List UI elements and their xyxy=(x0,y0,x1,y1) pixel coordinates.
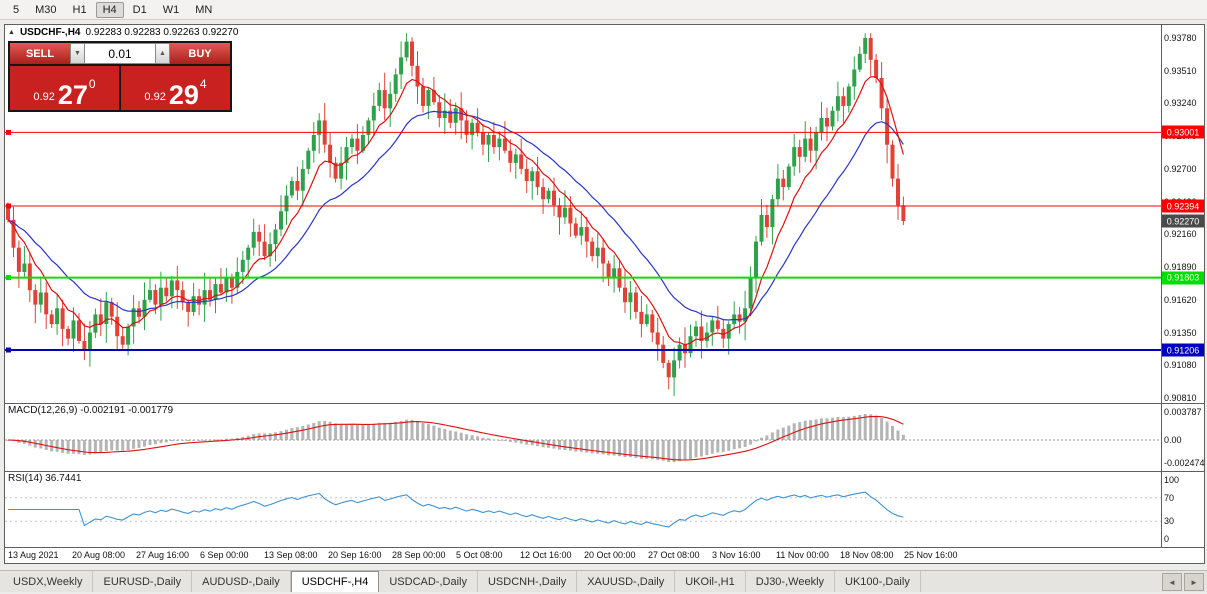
buy-price-small: 0.92 xyxy=(144,91,166,103)
time-axis-label: 13 Aug 2021 xyxy=(8,550,59,560)
hline-price-tag: 0.91206 xyxy=(1162,343,1204,357)
chart-symbol-period: USDCHF-,H4 xyxy=(19,27,81,38)
rsi-axis-label: 0 xyxy=(1164,534,1170,544)
lot-size-field[interactable]: 0.01 xyxy=(85,43,155,64)
timeframe-button-5[interactable]: 5 xyxy=(13,3,20,16)
tab-scroll-left-icon[interactable]: ◄ xyxy=(1162,573,1182,591)
timeframe-button-w1[interactable]: W1 xyxy=(162,3,180,16)
chart-tab-usdx-weekly[interactable]: USDX,Weekly xyxy=(3,571,94,592)
buy-price-big: 29 xyxy=(168,80,199,111)
main-price-pane: ▲ USDCHF-,H4 0.92283 0.92283 0.92263 0.9… xyxy=(5,25,1204,403)
tab-scroll-right-icon[interactable]: ► xyxy=(1184,573,1204,591)
price-axis-label: 0.93240 xyxy=(1164,98,1197,109)
hline-price-tag: 0.91803 xyxy=(1162,271,1204,285)
time-axis-label: 6 Sep 00:00 xyxy=(200,550,249,560)
rsi-pane: RSI(14) 36.7441 100 70 30 0 xyxy=(5,471,1204,547)
lot-increase-button[interactable]: ▲ xyxy=(155,43,170,64)
chart-tab-usdchf-h4[interactable]: USDCHF-,H4 xyxy=(290,571,380,592)
timeframe-button-d1[interactable]: D1 xyxy=(132,3,147,16)
sell-button[interactable]: SELL xyxy=(10,43,70,64)
price-axis-label: 0.93510 xyxy=(1164,65,1197,76)
chart-tab-eurusd-daily[interactable]: EURUSD-,Daily xyxy=(93,571,193,592)
main-chart-plot[interactable] xyxy=(5,25,1161,408)
time-axis-label: 11 Nov 00:00 xyxy=(776,550,829,560)
buy-price-pip: 4 xyxy=(199,77,207,91)
chart-tab-audusd-daily[interactable]: AUDUSD-,Daily xyxy=(192,571,291,592)
price-axis-label: 0.91080 xyxy=(1164,360,1197,371)
time-axis-label: 12 Oct 16:00 xyxy=(520,550,572,560)
one-click-trading-widget: SELL ▼ 0.01 ▲ BUY 0.92 27 0 0.92 29 4 xyxy=(8,41,232,112)
macd-pane: MACD(12,26,9) -0.002191 -0.001779 0.0037… xyxy=(5,403,1205,471)
chart-tab-dj30-weekly[interactable]: DJ30-,Weekly xyxy=(746,571,836,592)
price-axis-label: 0.92700 xyxy=(1164,163,1197,174)
hline-price-tag: 0.92394 xyxy=(1162,199,1204,213)
time-axis-label: 25 Nov 16:00 xyxy=(904,550,958,560)
price-axis-label: 0.91620 xyxy=(1164,294,1197,305)
price-axis-label: 0.91890 xyxy=(1164,262,1197,273)
macd-plot[interactable] xyxy=(5,404,1161,476)
macd-axis-max: 0.003787 xyxy=(1164,407,1202,417)
chart-tab-bar: USDX,Weekly EURUSD-,Daily AUDUSD-,Daily USD… xyxy=(0,570,1207,592)
macd-axis-min: -0.002474 xyxy=(1164,458,1205,468)
macd-canvas[interactable] xyxy=(5,404,1161,471)
time-axis-label: 5 Oct 08:00 xyxy=(456,550,503,560)
buy-button[interactable]: BUY xyxy=(170,43,230,64)
chart-tab-ukoil-h1[interactable]: UKOil-,H1 xyxy=(675,571,746,592)
sell-price-big: 27 xyxy=(57,80,88,111)
tab-scroll-buttons: ◄ ► xyxy=(1162,573,1204,591)
rsi-axis-label: 100 xyxy=(1164,475,1180,485)
macd-indicator-label: MACD(12,26,9) -0.002191 -0.001779 xyxy=(8,405,174,416)
time-axis-label: 20 Aug 08:00 xyxy=(72,550,126,560)
price-axis-label: 0.91350 xyxy=(1164,327,1197,338)
macd-axis-zero: 0.00 xyxy=(1164,434,1182,445)
rsi-indicator-label: RSI(14) 36.7441 xyxy=(8,473,82,484)
time-axis-label: 27 Oct 08:00 xyxy=(648,550,700,560)
rsi-axis-label: 70 xyxy=(1164,492,1175,503)
chart-tab-xauusd-daily[interactable]: XAUUSD-,Daily xyxy=(577,571,676,592)
collapse-chart-icon[interactable]: ▲ xyxy=(8,29,15,36)
chart-tab-usdcad-daily[interactable]: USDCAD-,Daily xyxy=(379,571,478,592)
timeframe-button-mn[interactable]: MN xyxy=(195,3,213,16)
price-axis-label: 0.92160 xyxy=(1164,229,1197,240)
chart-tab-uk100-daily[interactable]: UK100-,Daily xyxy=(835,571,921,592)
hline-price-tag: 0.93001 xyxy=(1162,125,1204,139)
timeframe-button-m30[interactable]: M30 xyxy=(35,3,57,16)
time-axis[interactable]: 13 Aug 2021 20 Aug 08:00 27 Aug 16:00 6 Sep… xyxy=(5,547,1204,563)
timeframe-toolbar: 5 M30 H1 H4 D1 W1 MN xyxy=(0,0,1207,20)
timeframe-button-h1[interactable]: H1 xyxy=(72,3,87,16)
time-axis-label: 27 Aug 16:00 xyxy=(136,550,190,560)
lot-decrease-button[interactable]: ▼ xyxy=(70,43,85,64)
chart-ohlc-values: 0.92283 0.92283 0.92263 0.92270 xyxy=(85,27,239,38)
main-chart-canvas[interactable] xyxy=(5,25,1161,403)
macd-axis: 0.003787 0.00 -0.002474 xyxy=(1161,404,1205,471)
chart-tab-usdcnh-daily[interactable]: USDCNH-,Daily xyxy=(478,571,578,592)
chart-title: ▲ USDCHF-,H4 0.92283 0.92283 0.92263 0.9… xyxy=(8,27,238,38)
price-axis-label: 0.93780 xyxy=(1164,33,1197,43)
price-axis-label: 0.90810 xyxy=(1164,393,1197,403)
time-axis-label: 13 Sep 08:00 xyxy=(264,550,318,560)
rsi-plot[interactable] xyxy=(5,472,1161,552)
rsi-axis-label: 30 xyxy=(1164,516,1175,527)
time-axis-label: 20 Sep 16:00 xyxy=(328,550,382,560)
price-axis[interactable]: 0.937800.935100.932400.929700.927000.924… xyxy=(1161,25,1204,403)
timeframe-button-h4[interactable]: H4 xyxy=(95,1,124,18)
rsi-canvas[interactable] xyxy=(5,472,1161,547)
sell-price-pip: 0 xyxy=(88,77,96,91)
time-axis-label: 3 Nov 16:00 xyxy=(712,550,761,560)
buy-price-box[interactable]: 0.92 29 4 xyxy=(121,66,230,110)
time-axis-label: 20 Oct 00:00 xyxy=(584,550,636,560)
time-axis-label: 28 Sep 00:00 xyxy=(392,550,446,560)
time-axis-label: 18 Nov 08:00 xyxy=(840,550,894,560)
sell-price-box[interactable]: 0.92 27 0 xyxy=(10,66,119,110)
current-price-tag: 0.92270 xyxy=(1162,214,1204,228)
sell-price-small: 0.92 xyxy=(33,91,55,103)
chart-window: ▲ USDCHF-,H4 0.92283 0.92283 0.92263 0.9… xyxy=(4,24,1205,564)
rsi-axis: 100 70 30 0 xyxy=(1161,472,1204,547)
